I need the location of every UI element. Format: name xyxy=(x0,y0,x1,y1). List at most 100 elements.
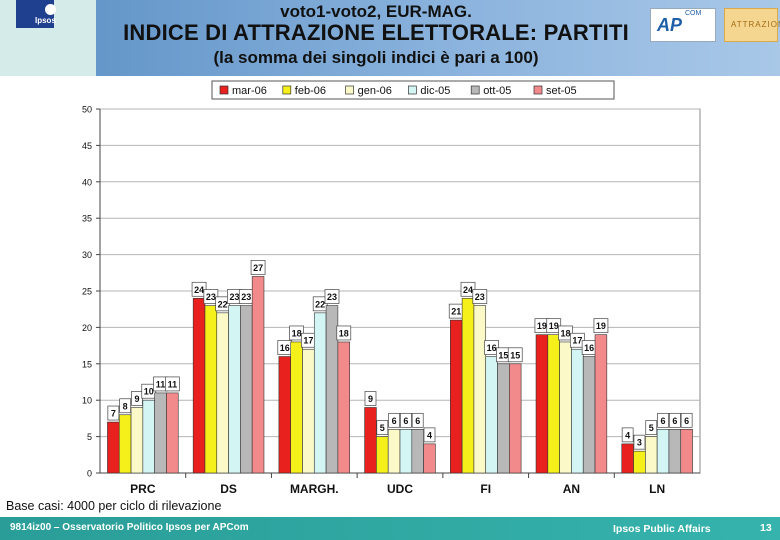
x-tick-label: FI xyxy=(480,482,491,496)
data-label: 27 xyxy=(253,263,263,273)
legend-label: mar-06 xyxy=(232,85,267,97)
x-tick-label: AN xyxy=(563,482,580,496)
data-label: 9 xyxy=(134,394,139,404)
data-label: 6 xyxy=(403,416,408,426)
sample-note: Base casi: 4000 per ciclo di rilevazione xyxy=(6,499,222,513)
data-label-box xyxy=(364,391,377,406)
data-label: 23 xyxy=(229,292,239,302)
data-label: 10 xyxy=(144,387,154,397)
data-label-box xyxy=(165,376,180,392)
bar xyxy=(535,334,549,474)
legend-label: feb-06 xyxy=(295,85,326,97)
data-label: 8 xyxy=(123,401,128,411)
bar xyxy=(302,348,315,474)
data-label-box xyxy=(423,427,436,443)
data-label-box xyxy=(250,260,266,275)
bar xyxy=(387,429,401,474)
ipsos-logo-circle xyxy=(45,4,56,15)
bar xyxy=(485,356,498,474)
legend-swatch xyxy=(533,85,543,95)
page-title: INDICE DI ATTRAZIONE ELETTORALE: PARTITI xyxy=(123,20,629,45)
data-label: 6 xyxy=(661,416,666,426)
bar xyxy=(216,312,229,474)
bar xyxy=(680,429,693,474)
data-label: 18 xyxy=(292,328,302,338)
data-label-box xyxy=(400,412,412,428)
page-subtitle: (la somma dei singoli indici è pari a 10… xyxy=(213,48,539,67)
data-label: 18 xyxy=(561,328,571,338)
partner-logo-text: ATTRAZIONE xyxy=(731,20,780,29)
bar xyxy=(251,276,265,474)
data-label-box xyxy=(388,412,400,428)
data-label: 22 xyxy=(218,299,228,309)
legend: mar-06 feb-06 gen-06 dic-05 ott-05 set-05 xyxy=(211,80,615,100)
data-label-box xyxy=(645,420,658,435)
ipsos-logo-text: Ipsos xyxy=(35,16,56,25)
bar xyxy=(278,356,291,474)
bar xyxy=(656,429,670,474)
bar xyxy=(411,429,424,474)
bar xyxy=(450,319,463,474)
data-label: 15 xyxy=(510,350,520,360)
y-tick-label: 50 xyxy=(82,105,92,115)
data-label: 16 xyxy=(280,343,290,353)
y-tick-label: 30 xyxy=(82,250,92,260)
data-label: 21 xyxy=(451,307,461,317)
data-label: 5 xyxy=(649,423,654,433)
bar xyxy=(423,443,436,474)
x-tick-label: DS xyxy=(220,482,237,496)
y-tick-label: 40 xyxy=(82,177,92,187)
bar xyxy=(192,297,206,474)
legend-swatch xyxy=(408,85,417,95)
data-label: 17 xyxy=(572,336,582,346)
y-tick-label: 45 xyxy=(82,141,92,151)
bar xyxy=(461,297,475,474)
bar xyxy=(594,334,608,474)
y-tick-label: 0 xyxy=(87,469,92,479)
data-label: 6 xyxy=(684,416,689,426)
data-label-box xyxy=(657,412,669,428)
y-tick-label: 25 xyxy=(82,287,92,297)
apcom-logo-text: AP xyxy=(657,15,683,35)
data-label: 23 xyxy=(206,292,216,302)
legend-label: set-05 xyxy=(546,85,577,97)
data-label-box xyxy=(593,318,609,334)
bar xyxy=(364,407,377,474)
data-label: 5 xyxy=(380,423,385,433)
bar xyxy=(399,429,413,474)
bar xyxy=(325,305,339,474)
footer-company: Ipsos Public Affairs xyxy=(613,523,711,535)
ipsos-logo-mark: Ipsos xyxy=(16,0,56,28)
bar xyxy=(118,414,132,474)
apcom-logo: AP COM xyxy=(650,8,716,42)
bar xyxy=(559,341,572,474)
bar xyxy=(509,363,522,474)
bar xyxy=(621,443,634,474)
data-label: 18 xyxy=(339,328,349,338)
data-label: 4 xyxy=(427,430,432,440)
data-label-box xyxy=(324,289,340,304)
bar xyxy=(290,341,303,474)
apcom-logo-sup: COM xyxy=(685,10,702,17)
data-label: 16 xyxy=(584,343,594,353)
data-label: 3 xyxy=(637,438,642,448)
data-label: 24 xyxy=(194,285,204,295)
bar xyxy=(166,392,179,474)
legend-label: dic-05 xyxy=(420,85,450,97)
bar xyxy=(376,436,389,474)
bar xyxy=(204,305,218,474)
data-label-box xyxy=(472,289,488,304)
x-tick-label: PRC xyxy=(130,482,156,496)
legend-swatch xyxy=(282,85,292,95)
y-tick-label: 5 xyxy=(87,432,92,442)
y-tick-label: 20 xyxy=(82,323,92,333)
bar xyxy=(497,363,510,474)
bar xyxy=(228,305,241,474)
data-label-box xyxy=(119,398,132,414)
bar xyxy=(240,305,253,474)
x-tick-label: LN xyxy=(649,482,665,496)
bar xyxy=(571,348,584,474)
footer-bar: 9814iz00 – Osservatorio Politico Ipsos p… xyxy=(0,517,780,540)
page-number: 13 xyxy=(760,522,772,534)
